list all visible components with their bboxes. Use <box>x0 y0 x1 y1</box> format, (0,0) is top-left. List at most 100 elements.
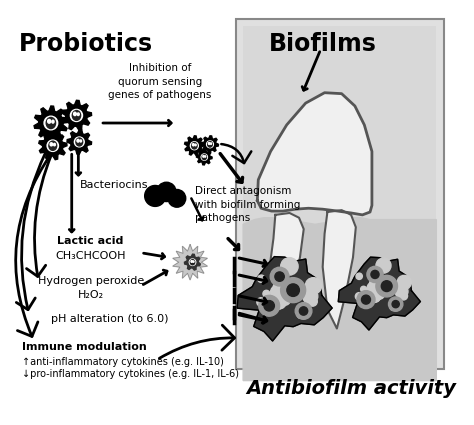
Text: Inhibition of
quorum sensing
genes of pathogens: Inhibition of quorum sensing genes of pa… <box>108 63 211 100</box>
Polygon shape <box>197 149 212 165</box>
Circle shape <box>370 278 381 289</box>
Text: Immune modulation: Immune modulation <box>21 343 146 352</box>
Ellipse shape <box>210 143 211 144</box>
Ellipse shape <box>208 142 212 147</box>
FancyBboxPatch shape <box>236 19 444 369</box>
Circle shape <box>361 286 366 292</box>
Ellipse shape <box>205 156 206 157</box>
Circle shape <box>367 281 383 297</box>
Circle shape <box>295 303 312 319</box>
Circle shape <box>168 190 186 207</box>
Polygon shape <box>184 254 201 270</box>
Circle shape <box>281 278 306 303</box>
Ellipse shape <box>73 110 81 120</box>
Circle shape <box>277 289 284 295</box>
Polygon shape <box>323 210 356 329</box>
Circle shape <box>44 116 58 130</box>
Ellipse shape <box>77 113 79 116</box>
Ellipse shape <box>203 156 204 157</box>
Ellipse shape <box>192 144 194 146</box>
Circle shape <box>157 182 176 201</box>
Circle shape <box>207 141 213 148</box>
Polygon shape <box>338 257 420 330</box>
Circle shape <box>304 289 313 298</box>
Ellipse shape <box>191 142 197 149</box>
FancyBboxPatch shape <box>243 26 436 362</box>
Circle shape <box>367 266 383 283</box>
Polygon shape <box>257 93 372 215</box>
Polygon shape <box>243 218 436 381</box>
Text: CH₃CHCOOH: CH₃CHCOOH <box>55 251 126 261</box>
Circle shape <box>201 154 208 160</box>
Circle shape <box>369 291 381 302</box>
FancyArrowPatch shape <box>16 154 51 337</box>
Circle shape <box>71 109 82 122</box>
Ellipse shape <box>195 144 196 146</box>
Polygon shape <box>62 100 91 130</box>
Text: Lactic acid: Lactic acid <box>57 236 124 246</box>
Ellipse shape <box>77 139 79 142</box>
Circle shape <box>257 275 265 283</box>
Circle shape <box>47 140 58 151</box>
Polygon shape <box>173 244 207 280</box>
Text: Direct antagonism
with biofilm forming
pathogens: Direct antagonism with biofilm forming p… <box>195 187 300 223</box>
Ellipse shape <box>50 143 53 146</box>
Circle shape <box>300 307 308 315</box>
Circle shape <box>376 258 391 273</box>
Polygon shape <box>270 213 304 319</box>
Ellipse shape <box>191 261 192 262</box>
Text: H₂O₂: H₂O₂ <box>78 290 104 300</box>
Circle shape <box>392 300 399 308</box>
Circle shape <box>372 287 385 300</box>
Circle shape <box>371 286 382 297</box>
Ellipse shape <box>46 117 55 128</box>
Circle shape <box>280 292 291 302</box>
Circle shape <box>373 285 379 291</box>
Circle shape <box>270 267 289 286</box>
Circle shape <box>400 292 408 300</box>
Text: Hydrogen peroxide: Hydrogen peroxide <box>37 276 144 286</box>
Ellipse shape <box>54 143 55 146</box>
Circle shape <box>276 291 291 306</box>
Circle shape <box>308 297 317 306</box>
Circle shape <box>263 290 270 297</box>
FancyArrowPatch shape <box>16 154 45 310</box>
Polygon shape <box>184 136 204 156</box>
Circle shape <box>275 291 287 303</box>
Ellipse shape <box>73 112 76 116</box>
Ellipse shape <box>190 260 195 265</box>
Circle shape <box>396 285 404 293</box>
Polygon shape <box>34 106 68 140</box>
Circle shape <box>356 273 362 280</box>
Circle shape <box>389 297 403 312</box>
Circle shape <box>397 275 411 289</box>
Circle shape <box>74 137 84 147</box>
Circle shape <box>390 304 396 311</box>
Ellipse shape <box>193 261 194 262</box>
Circle shape <box>374 267 380 273</box>
Circle shape <box>376 275 398 297</box>
Circle shape <box>375 287 384 296</box>
Text: pH alteration (to 6.0): pH alteration (to 6.0) <box>51 314 168 324</box>
Circle shape <box>270 284 289 303</box>
Ellipse shape <box>49 141 57 150</box>
Circle shape <box>259 295 280 316</box>
Ellipse shape <box>52 120 54 123</box>
Polygon shape <box>39 131 67 160</box>
Circle shape <box>273 296 286 309</box>
Circle shape <box>362 295 371 304</box>
Circle shape <box>189 259 196 266</box>
FancyArrowPatch shape <box>221 144 251 163</box>
Circle shape <box>278 268 285 275</box>
Circle shape <box>264 300 274 311</box>
Text: Biofilms: Biofilms <box>269 32 377 56</box>
Circle shape <box>371 270 379 278</box>
Circle shape <box>303 289 318 304</box>
Circle shape <box>257 298 265 306</box>
Polygon shape <box>237 257 332 341</box>
FancyArrowPatch shape <box>159 325 235 358</box>
Circle shape <box>381 281 392 292</box>
Circle shape <box>145 185 165 207</box>
Circle shape <box>356 293 363 300</box>
FancyArrowPatch shape <box>27 154 52 277</box>
